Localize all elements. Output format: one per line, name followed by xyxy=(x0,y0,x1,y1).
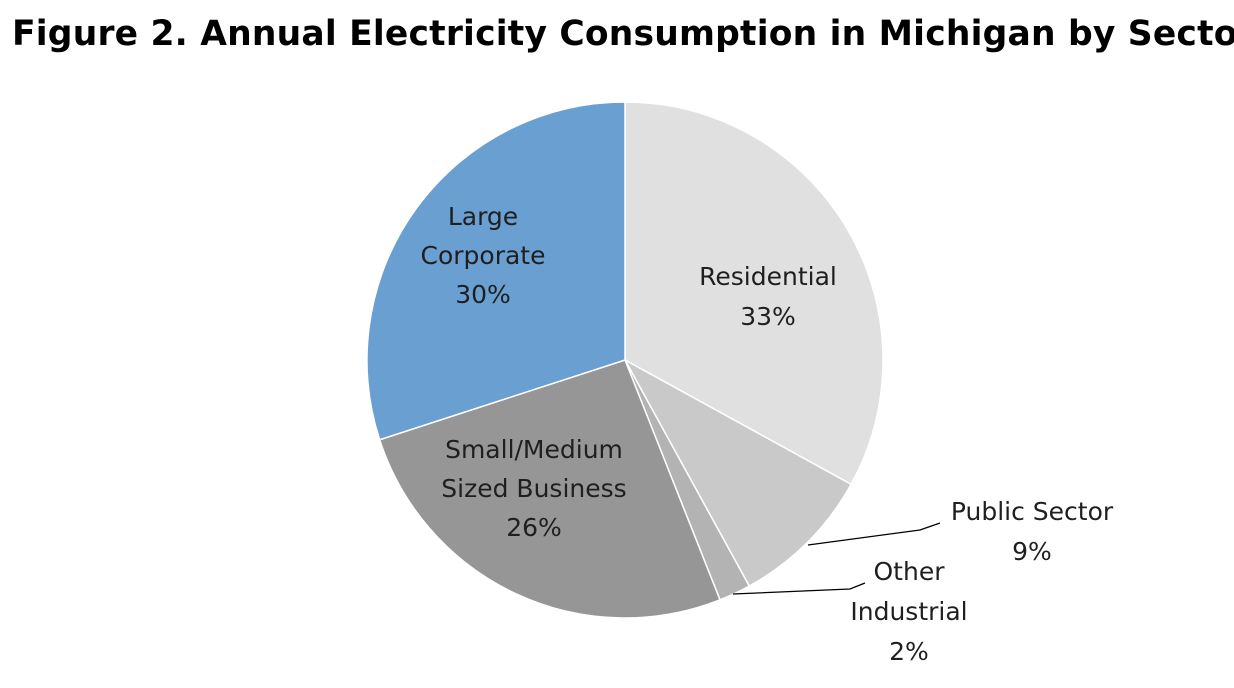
slice-label-line: Residential xyxy=(699,262,837,291)
pie-slice-small-medium-business xyxy=(378,359,721,619)
leader-line-public-sector xyxy=(807,522,941,546)
slice-label-line: Industrial xyxy=(850,597,967,626)
slice-label-large-corporate: Large Corporate 30% xyxy=(421,202,546,309)
slice-label-line: Other xyxy=(874,557,946,586)
pie-slice-public-sector xyxy=(623,358,853,588)
slice-label-line: 30% xyxy=(455,280,511,309)
pie-slice-large-corporate xyxy=(366,101,626,441)
chart-title: Figure 2. Annual Electricity Consumption… xyxy=(12,14,1234,54)
slice-label-line: Corporate xyxy=(421,241,546,270)
slice-label-line: Public Sector xyxy=(951,497,1114,526)
slice-label-other-industrial: Other Industrial 2% xyxy=(850,557,967,666)
slice-label-line: 26% xyxy=(506,513,562,542)
leader-lines xyxy=(732,522,941,595)
slice-label-line: Large xyxy=(448,202,518,231)
slice-label-line: 2% xyxy=(889,637,929,666)
slice-label-small-medium-business: Small/Medium Sized Business 26% xyxy=(441,435,626,542)
slice-label-residential: Residential 33% xyxy=(699,262,837,331)
slice-label-line: 9% xyxy=(1012,537,1052,566)
slice-labels: Residential 33% Public Sector 9% Other Indust… xyxy=(421,202,1114,666)
pie-slices xyxy=(366,101,884,619)
slice-label-line: 33% xyxy=(740,302,796,331)
slice-label-public-sector: Public Sector 9% xyxy=(951,497,1114,566)
leader-line-other-industrial xyxy=(732,582,866,595)
slice-label-line: Sized Business xyxy=(441,474,626,503)
pie-slice-residential xyxy=(624,101,884,486)
slice-label-line: Small/Medium xyxy=(445,435,623,464)
